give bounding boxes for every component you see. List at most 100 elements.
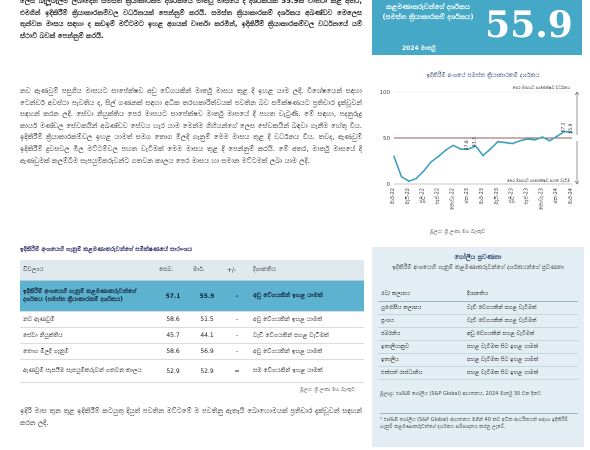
x-tick-label: නොවැ-22 <box>449 188 455 210</box>
table-row: යුරෝපීය කලාපය වැඩි වේගයකින් පහළ වැටීමක් <box>378 301 578 315</box>
cell-feb: 58.6 <box>156 311 190 328</box>
data-point <box>504 141 507 144</box>
data-point <box>482 154 484 157</box>
table-row: ඉදිකිරීම් අංශයෙහි ගැනුම් කළමණාකරුවන්ගේ ද… <box>20 280 364 312</box>
x-tick-label: ජන-23 <box>464 188 470 204</box>
cell-trend: වැඩි වේගයකින් පහළ වැටීමක් <box>250 327 364 344</box>
global-trends-box: ගෝලීය ප්‍රවණතා ඉදිකිරීම් අංශයෙහි ගැනුම් … <box>372 247 584 447</box>
col-change: +/- <box>224 260 250 281</box>
table-row: ඉතාලිය පහළ වැටීමක සිට ඉහළ යාමක් <box>378 353 578 367</box>
intro-paragraph: ලෙස බැලූබැල්ම ලබාදෙන සමස්ත ක්‍රියාකාරකම්… <box>20 0 362 40</box>
cell-region: එක්සත් රාජධානිය <box>378 366 464 380</box>
col-trend: දිශානතිය <box>250 260 364 281</box>
table-row: ඇණවුම් සැපයීම සැපයුම්කරුවන් ගතවන කාලය 52… <box>20 359 364 383</box>
cell-change: = <box>224 359 250 383</box>
cell-direction: පහළ වැටීමක සිට ඉහළ යාමක් <box>464 353 578 367</box>
cell-variable: ඇණවුම් සැපයීම සැපයුම්කරුවන් ගතවන කාලය <box>20 359 156 383</box>
data-point <box>489 148 492 150</box>
global-trends-footnote: ¹ එස්&පී ගෝලීය (S&P Global) ආයතනය මගින් … <box>380 413 578 431</box>
callout-value: 55.9 <box>485 4 573 46</box>
data-point <box>556 135 559 138</box>
cell-region: ජර්මනිය <box>378 327 464 341</box>
x-tick-label: මැයි-22 <box>404 188 411 205</box>
callout-date: 2024 මාර්තු <box>402 45 436 52</box>
cell-trend: අඩු වේගයකින් ඉහළ යාමක් <box>250 343 364 360</box>
data-point <box>548 139 551 142</box>
data-point <box>526 138 529 140</box>
outlook-paragraph: ඉදිරි මාස තුන තුළ ඉදිකිරීම් කටයුතු දියුත… <box>20 407 362 427</box>
chart-source: මූලය: ශ්‍රී ලංකා මහ බැංකුව <box>430 229 485 235</box>
body-paragraph: නව ඇණවුම් පසුගිය මාසයට සාපේක්ෂව අඩු වේගය… <box>20 87 362 165</box>
table-row: ඉතාලියානුව පහළ වැටීමක සිට ඉහළ යාමක් <box>378 340 578 354</box>
data-point <box>400 175 403 178</box>
cell-region: ප්‍රංශය <box>378 314 464 328</box>
callout-title: කළමණාකරුවන්ගේ දර්ශකය (සමස්ත ක්‍රියාකාරකම… <box>382 3 474 21</box>
summary-table-header: විචල්‍යය පෙබ. මාර්. +/- දිශානතිය <box>20 260 364 281</box>
x-tick-label: මාර්-23 <box>478 188 485 204</box>
cell-region: ඉතාලියානුව <box>378 340 464 354</box>
x-tick-label: මැයි-23 <box>493 188 500 205</box>
cell-mar: 56.9 <box>190 343 224 360</box>
cell-feb: 52.9 <box>156 359 190 383</box>
cell-change: - <box>224 311 250 328</box>
cell-direction: පහළ වැටීමක සිට ඉහළ යාමක් <box>464 340 578 354</box>
cell-feb: 45.7 <box>156 327 190 344</box>
cell-trend: අඩු වේගයකින් ඉහළ යාමක් <box>250 280 364 312</box>
y-tick-label: 50 <box>383 136 390 142</box>
x-tick-label: නොවැ-23 <box>538 188 544 210</box>
data-point <box>452 144 455 147</box>
x-tick-label: මාර්-22 <box>389 188 396 204</box>
cell-change: - <box>224 343 250 360</box>
col-direction: දිශානතිය <box>464 287 578 302</box>
table-row: ප්‍රංශය වැඩි වේගයකින් පහළ වැටීමක් <box>378 314 578 328</box>
col-feb: පෙබ. <box>156 260 190 281</box>
cell-mar: 52.9 <box>190 359 224 383</box>
cell-trend: අඩු වේගයකින් ඉහළ යාමක් <box>250 311 364 328</box>
cell-trend: සම වේගයකින් ඉහළ යාමක් <box>250 359 364 383</box>
summary-table: විචල්‍යය පෙබ. මාර්. +/- දිශානතිය ඉදිකිරී… <box>20 260 364 383</box>
data-point <box>519 139 521 142</box>
upper-note: පෙර මාසයට සාපේක්ෂව වර්ධනය <box>513 85 570 90</box>
data-point <box>571 131 573 134</box>
x-tick-label: ජූලි-22 <box>420 188 426 204</box>
x-tick-label: සැප්-22 <box>433 188 440 205</box>
cell-direction: පහළ වැටීමක සිට ඉහළ යාමක් <box>464 366 578 380</box>
col-variable: විචල්‍යය <box>20 260 156 281</box>
data-point <box>437 155 440 158</box>
x-tick-label: ජූලි-23 <box>509 188 515 204</box>
x-tick-label: සැප්-23 <box>522 188 529 205</box>
data-point <box>541 136 544 138</box>
data-point <box>563 130 566 133</box>
data-label: 55.9 <box>568 123 574 133</box>
data-point <box>422 170 425 173</box>
table-row: ජර්මනිය අඩු වේගයකින් පහළ වැටීමක් <box>378 327 578 341</box>
data-point <box>393 155 395 158</box>
cell-variable: සේවා නියුක්තිය <box>20 327 156 344</box>
cell-mar: 51.5 <box>190 311 224 328</box>
x-tick-label: මාර්-24 <box>567 188 574 204</box>
global-trends-table: රට/ කලාපය දිශානතිය යුරෝපීය කලාපය වැඩි වේග… <box>378 287 578 380</box>
data-point <box>459 148 462 150</box>
cell-direction: වැඩි වේගයකින් පහළ වැටීමක් <box>464 314 578 328</box>
table-row: එක්සත් රාජධානිය පහළ වැටීමක සිට ඉහළ යාමක් <box>378 366 578 380</box>
data-point <box>496 140 499 143</box>
data-point <box>474 145 477 147</box>
global-trends-title: ගෝලීය ප්‍රවණතා <box>454 253 502 261</box>
data-point <box>445 149 447 151</box>
cell-mar: 44.1 <box>190 327 224 344</box>
table-source: මූලය: ශ්‍රී ලංකා මහ බැංකුව <box>300 387 355 393</box>
table-row: නව ඇණවුම් 58.6 51.5 - අඩු වේගයකින් ඉහළ ය… <box>20 311 364 328</box>
col-mar: මාර්. <box>190 260 224 281</box>
global-trends-header: රට/ කලාපය දිශානතිය <box>378 287 578 302</box>
cell-region: යුරෝපීය කලාපය <box>378 301 464 315</box>
data-label: 37.8 <box>464 140 470 150</box>
up-arrow-head <box>574 91 580 96</box>
cell-direction: අඩු වේගයකින් පහළ වැටීමක් <box>464 327 578 341</box>
global-trends-subtitle: ඉදිකිරීම් අංශයෙහි ගැනුම් කළමණාකරුවන්ගේ ද… <box>392 264 564 271</box>
cell-mar: 55.9 <box>190 280 224 312</box>
down-arrow-head <box>574 180 580 185</box>
data-point <box>511 142 514 145</box>
y-tick-label: 100 <box>380 90 391 96</box>
table-row: තොග මිලදී ගැනුම් 58.6 56.9 - අඩු වේගයකින… <box>20 343 364 360</box>
summary-table-title: ඉදිකිරීම් අංශයෙහි ගැනුම් කළමණාකරුවන්ගේ ස… <box>20 246 193 253</box>
